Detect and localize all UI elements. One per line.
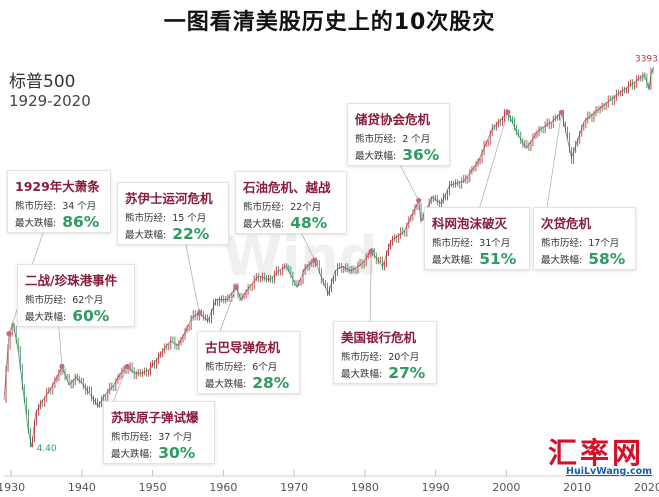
event-marker (368, 248, 374, 254)
drop-label: 最大跌幅: (243, 219, 285, 230)
event-marker (233, 284, 239, 290)
event-title: 古巴导弹危机 (205, 340, 281, 355)
bear-duration: 22个月 (290, 202, 322, 213)
bear-label: 熊市历经: (355, 134, 397, 145)
x-tick-label: 1940 (68, 481, 96, 494)
event-leader-line (544, 112, 562, 221)
drawdown-value: 36% (402, 146, 440, 164)
event-title: 次贷危机 (541, 216, 592, 231)
event-card-suez: 苏伊士运河危机 熊市历经: 15 个月 最大跌幅: 22% (117, 182, 229, 245)
x-tick-label: 1960 (209, 481, 237, 494)
bear-label: 熊市历经: (243, 202, 285, 213)
event-title: 1929年大萧条 (15, 179, 100, 194)
bear-label: 熊市历经: (15, 201, 57, 212)
event-marker (312, 257, 318, 263)
bear-duration: 6个月 (252, 362, 278, 373)
event-marker (196, 310, 202, 316)
event-marker (6, 331, 12, 337)
drawdown-value: 60% (72, 307, 110, 325)
bear-duration: 15 个月 (172, 213, 207, 224)
bear-label: 熊市历经: (432, 238, 474, 249)
period-label: 1929-2020 (9, 92, 91, 110)
event-card-soviet-bomb: 苏联原子弹试爆 熊市历经: 37 个月 最大跌幅: 30% (103, 401, 215, 464)
event-title: 储贷协会危机 (355, 112, 431, 127)
event-card-cuba: 古巴导弹危机 熊市历经: 6个月 最大跌幅: 28% (197, 331, 300, 394)
x-axis-ticks: 1930 1940 1950 1960 1970 1980 1990 2000 2010 2020 (0, 481, 659, 494)
drop-label: 最大跌幅: (111, 449, 153, 460)
drop-label: 最大跌幅: (432, 255, 474, 266)
x-tick-label: 1990 (422, 481, 450, 494)
bear-label: 熊市历经: (125, 213, 167, 224)
drop-label: 最大跌幅: (341, 369, 383, 380)
event-marker (558, 109, 565, 116)
bear-duration: 20个月 (388, 352, 420, 363)
drop-label: 最大跌幅: (355, 151, 397, 162)
event-card-savings-loan: 储贷协会危机 熊市历经: 2 个月 最大跌幅: 36% (347, 103, 450, 166)
event-leader-line (184, 239, 200, 314)
bear-label: 熊市历经: (111, 432, 153, 443)
brand-logo: 汇率网 (548, 436, 645, 470)
bear-label: 熊市历经: (541, 238, 583, 249)
event-title: 美国银行危机 (341, 330, 417, 345)
drop-label: 最大跌幅: (25, 312, 67, 323)
watermark: Wind (222, 225, 377, 288)
low-value-label: 4.40 (37, 444, 57, 454)
x-tick-label: 2000 (492, 481, 520, 494)
event-card-bank-crisis: 美国银行危机 熊市历经: 20个月 最大跌幅: 27% (333, 321, 437, 384)
index-name: 标普500 (9, 72, 76, 92)
event-marker (124, 363, 130, 370)
drop-label: 最大跌幅: (125, 230, 167, 241)
bear-duration: 34 个月 (62, 201, 97, 212)
x-tick-label: 1930 (0, 481, 25, 494)
bear-duration: 62个月 (72, 295, 104, 306)
bear-duration: 31个月 (479, 238, 511, 249)
event-card-oil-crisis: 石油危机、越战 熊市历经: 22个月 最大跌幅: 48% (235, 171, 347, 234)
event-leader-line (369, 251, 372, 331)
chart-grid (10, 470, 649, 476)
bear-label: 熊市历经: (205, 362, 247, 373)
high-value-label: 3393.52 (635, 54, 659, 64)
drawdown-value: 27% (388, 364, 426, 382)
event-leader-line (399, 164, 419, 201)
event-title: 苏联原子弹试爆 (111, 410, 199, 425)
bear-duration: 17个月 (588, 238, 620, 249)
drawdown-value: 22% (172, 225, 210, 243)
x-tick-label: 1980 (351, 481, 379, 494)
event-title: 二战/珍珠港事件 (25, 273, 118, 288)
event-title: 科网泡沫破灭 (432, 216, 508, 231)
drawdown-value: 28% (252, 374, 290, 392)
drawdown-value: 86% (62, 213, 100, 231)
event-card-1929: 1929年大萧条 熊市历经: 34 个月 最大跌幅: 86% (7, 170, 111, 233)
event-title: 苏伊士运河危机 (125, 191, 213, 206)
event-marker (59, 363, 65, 370)
bear-label: 熊市历经: (25, 295, 67, 306)
bear-label: 熊市历经: (341, 352, 383, 363)
x-tick-label: 2020 (634, 481, 659, 494)
event-marker (505, 109, 511, 115)
x-tick-label: 2010 (563, 481, 591, 494)
event-card-dotcom: 科网泡沫破灭 熊市历经: 31个月 最大跌幅: 51% (424, 207, 530, 270)
drawdown-value: 48% (290, 214, 328, 232)
bear-duration: 37 个月 (158, 432, 193, 443)
drawdown-value: 51% (479, 250, 517, 268)
event-marker (416, 197, 422, 204)
x-tick-label: 1950 (139, 481, 167, 494)
event-leader-line (299, 229, 315, 261)
drawdown-value: 58% (588, 250, 626, 268)
drawdown-value: 30% (158, 444, 196, 462)
drop-label: 最大跌幅: (15, 218, 57, 229)
bear-duration: 2 个月 (402, 134, 431, 145)
drop-label: 最大跌幅: (205, 379, 247, 390)
event-card-subprime: 次贷危机 熊市历经: 17个月 最大跌幅: 58% (533, 207, 636, 270)
x-tick-label: 1970 (280, 481, 308, 494)
event-title: 石油危机、越战 (243, 180, 331, 195)
page-title: 一图看清美股历史上的10次股灾 (163, 10, 496, 35)
brand-url[interactable]: HuiLvWang.com (566, 466, 652, 477)
price-line (3, 67, 654, 447)
event-card-ww2: 二战/珍珠港事件 熊市历经: 62个月 最大跌幅: 60% (17, 264, 135, 327)
drop-label: 最大跌幅: (541, 255, 583, 266)
